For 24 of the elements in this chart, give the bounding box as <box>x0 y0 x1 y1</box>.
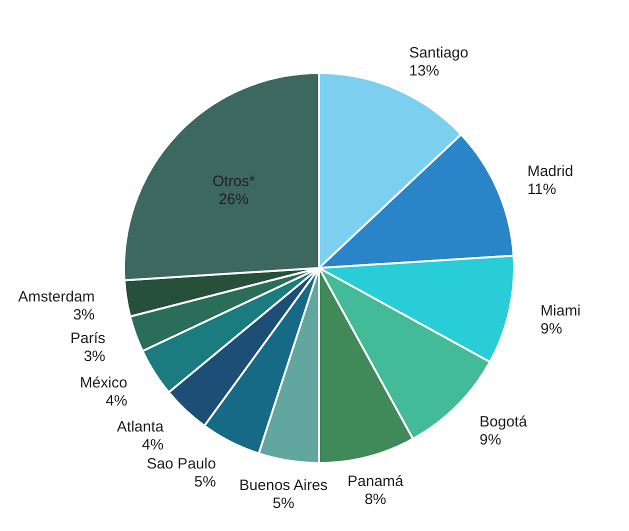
data-label: 26% <box>218 190 249 208</box>
slice-label: Sao Paulo <box>146 455 216 472</box>
slice-label: Miami <box>540 302 581 320</box>
data-label: 11% <box>527 180 556 198</box>
slice-label: Amsterdam <box>18 288 95 306</box>
slice-label: Santiago <box>409 44 468 62</box>
slice-label: Buenos Aires <box>239 477 328 494</box>
slice-label: Panamá <box>348 472 404 490</box>
data-label: 3% <box>84 348 106 365</box>
data-label: 4% <box>106 392 128 410</box>
slice-label: México <box>80 374 128 392</box>
data-label: 4% <box>142 436 164 454</box>
data-label: 3% <box>73 306 95 324</box>
slice-label: Madrid <box>527 162 574 180</box>
slice-label: París <box>70 330 106 347</box>
data-label: 8% <box>364 490 386 508</box>
data-label: 9% <box>540 320 562 338</box>
data-label: 5% <box>272 495 294 512</box>
slice-label: Bogotá <box>480 414 528 431</box>
slice-label: Atlanta <box>116 418 164 436</box>
data-label: 9% <box>480 432 502 449</box>
data-label: 5% <box>194 473 216 490</box>
data-label: 13% <box>409 62 440 80</box>
slice-label: Otros* <box>212 172 256 190</box>
